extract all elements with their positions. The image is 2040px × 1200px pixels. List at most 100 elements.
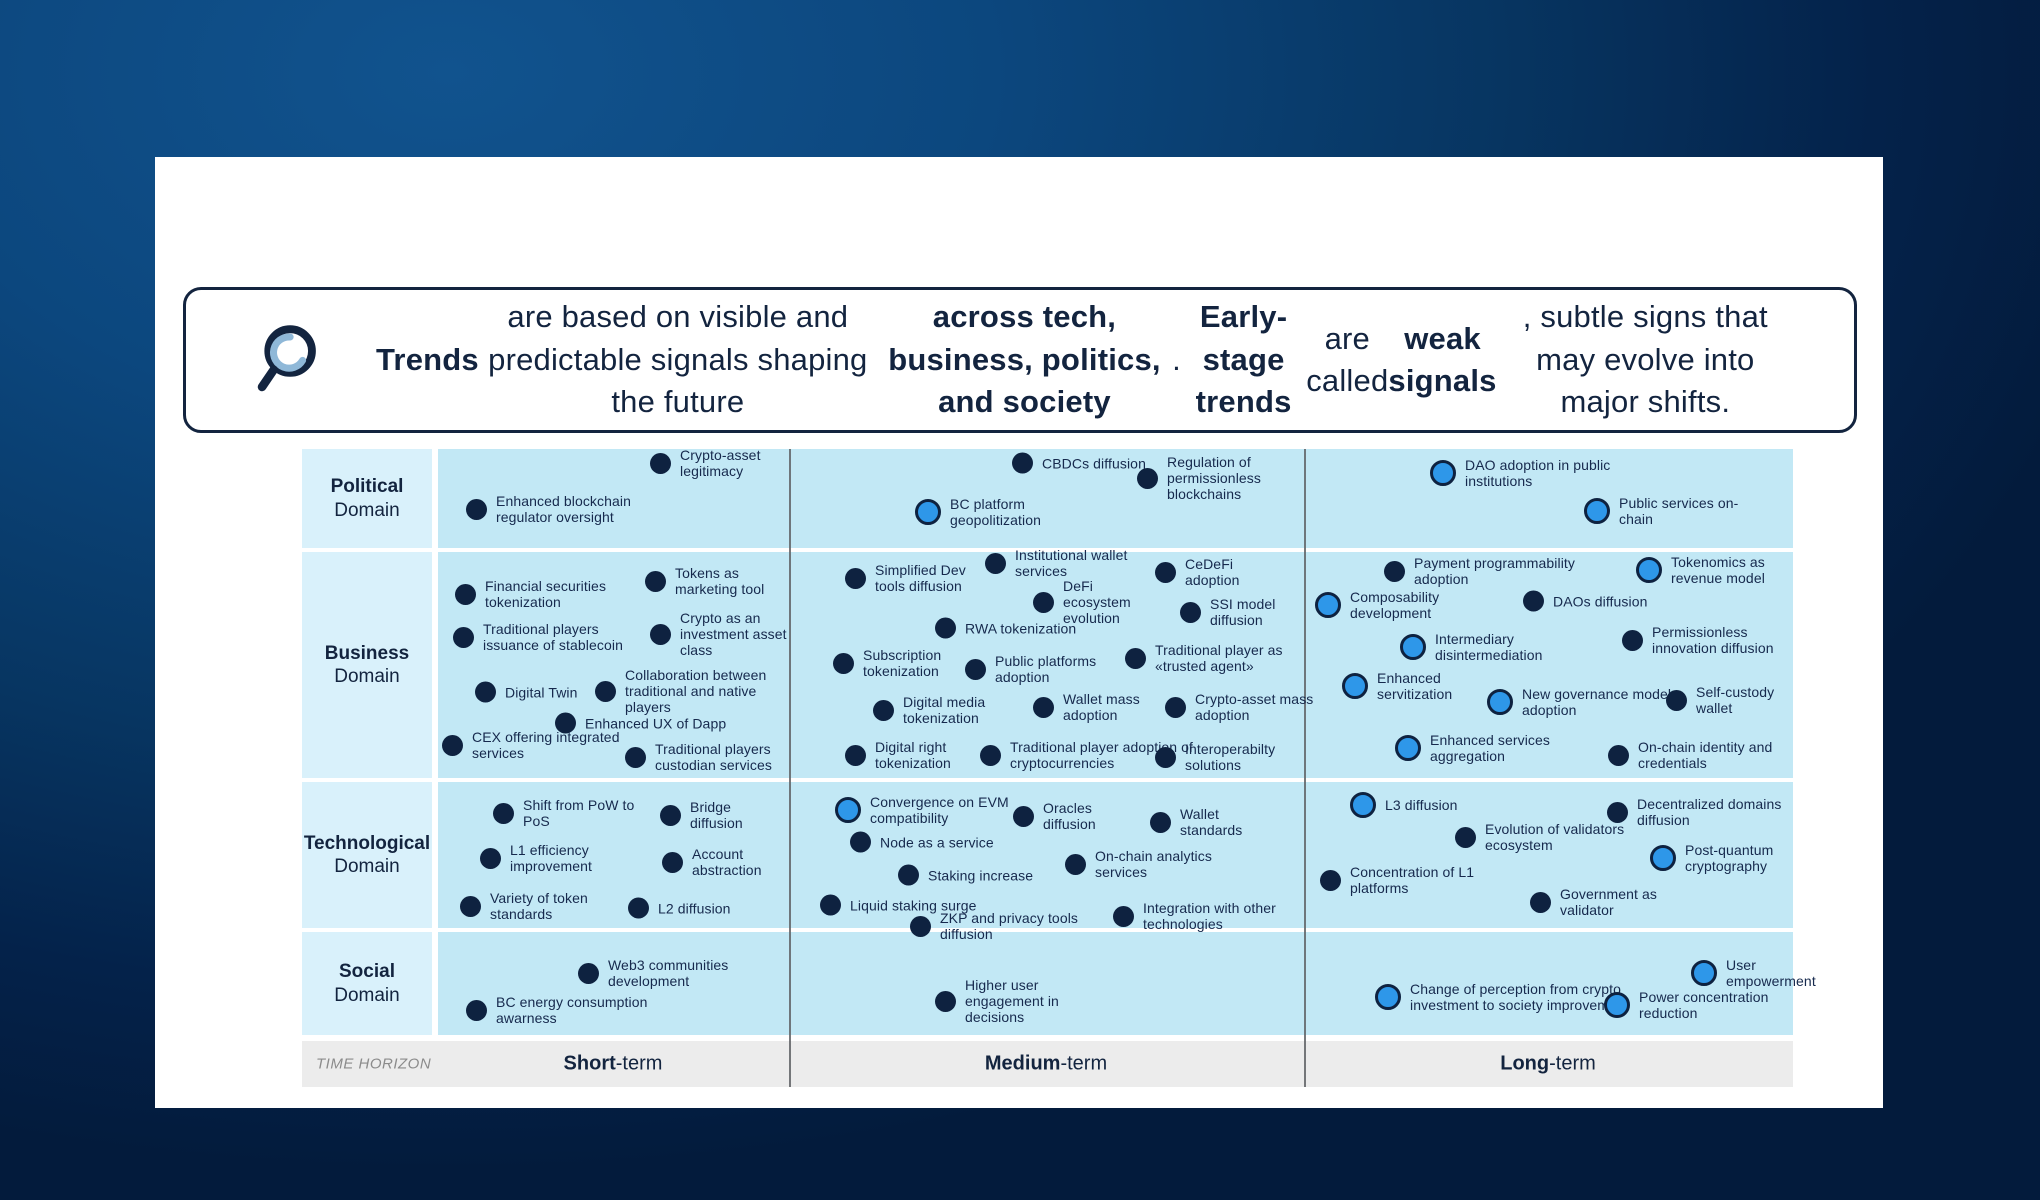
- trend-item: Financial securities tokenization: [455, 578, 635, 610]
- trend-dot: [1150, 811, 1171, 833]
- trend-item: Traditional player as «trusted agent»: [1125, 642, 1330, 674]
- trend-dot: [1155, 746, 1176, 768]
- weak-signal-item: Convergence on EVM compatibility: [835, 794, 1035, 826]
- item-label: Public services on-chain: [1619, 495, 1739, 527]
- item-label: Self-custody wallet: [1696, 684, 1775, 716]
- trend-item: CBDCs diffusion: [1012, 452, 1146, 474]
- trend-item: DeFi ecosystem evolution: [1033, 578, 1163, 626]
- trend-dot: [985, 552, 1006, 574]
- trend-item: Traditional players issuance of stableco…: [453, 621, 653, 653]
- column-divider-1: [789, 449, 791, 1087]
- item-label: Financial securities tokenization: [485, 578, 607, 610]
- trend-item: Institutional wallet services: [985, 547, 1160, 579]
- item-label: ZKP and privacy tools diffusion: [940, 910, 1079, 942]
- time-horizon-row: TIME HORIZON Short-term Medium-term Long-te…: [302, 1041, 1793, 1087]
- trend-dot: [650, 452, 671, 474]
- weak-signal-dot: [1487, 689, 1513, 715]
- weak-signal-item: L3 diffusion: [1350, 792, 1458, 818]
- weak-signal-dot: [1400, 634, 1426, 660]
- trend-item: On-chain identity and credentials: [1608, 739, 1793, 771]
- trend-dot: [475, 681, 496, 703]
- weak-signal-dot: [1691, 960, 1717, 986]
- trend-item: Traditional players custodian services: [625, 741, 815, 773]
- trend-dot: [935, 617, 956, 639]
- item-label: Oracles diffusion: [1043, 800, 1096, 832]
- trend-item: Enhanced UX of Dapp: [555, 712, 726, 734]
- definition-callout: Trends are based on visible and predicta…: [183, 287, 1857, 433]
- trend-item: Permissionless innovation diffusion: [1622, 624, 1793, 656]
- trend-dot: [660, 804, 681, 826]
- item-label: Public platforms adoption: [995, 653, 1097, 685]
- weak-signal-dot: [1350, 792, 1376, 818]
- trend-dot: [466, 999, 487, 1021]
- trend-dot: [910, 915, 931, 937]
- trend-item: Bridge diffusion: [660, 799, 775, 831]
- item-label: Decentralized domains diffusion: [1637, 796, 1782, 828]
- item-label: CEX offering integrated services: [472, 729, 620, 761]
- term-short: Short-term: [563, 1052, 663, 1075]
- item-label: SSI model diffusion: [1210, 596, 1276, 628]
- item-label: Composability development: [1350, 589, 1440, 621]
- trend-item: DAOs diffusion: [1523, 590, 1648, 612]
- weak-signal-dot: [1650, 845, 1676, 871]
- trend-item: Interoperabilty solutions: [1155, 741, 1310, 773]
- item-label: Enhanced servitization: [1377, 670, 1453, 702]
- trend-dot: [965, 658, 986, 680]
- trend-item: Concentration of L1 platforms: [1320, 864, 1505, 896]
- weak-signal-item: Post-quantum cryptography: [1650, 842, 1793, 874]
- item-label: Power concentration reduction: [1639, 989, 1769, 1021]
- trend-dot: [595, 680, 616, 702]
- trend-dot: [850, 831, 871, 853]
- trend-item: Public platforms adoption: [965, 653, 1130, 685]
- item-label: Staking increase: [928, 867, 1034, 883]
- weak-signal-dot: [1604, 992, 1630, 1018]
- trend-dot: [1607, 801, 1628, 823]
- trend-dot: [873, 699, 894, 721]
- magnifier-icon: [248, 314, 326, 406]
- trend-dot: [1666, 689, 1687, 711]
- trend-item: L1 efficiency improvement: [480, 842, 630, 874]
- item-label: Regulation of permissionless blockchains: [1167, 454, 1261, 502]
- trend-item: Simplified Dev tools diffusion: [845, 562, 995, 594]
- item-label: Traditional player adoption of cryptocur…: [1010, 739, 1194, 771]
- item-label: RWA tokenization: [965, 620, 1077, 636]
- trend-dot: [1155, 561, 1176, 583]
- item-label: Digital media tokenization: [903, 694, 986, 726]
- item-label: L3 diffusion: [1385, 797, 1458, 813]
- trend-item: CeDeFi adoption: [1155, 556, 1275, 588]
- item-label: Bridge diffusion: [690, 799, 743, 831]
- item-label: Enhanced blockchain regulator oversight: [496, 493, 631, 525]
- trend-dot: [442, 734, 463, 756]
- trend-item: Oracles diffusion: [1013, 800, 1128, 832]
- weak-signal-dot: [835, 797, 861, 823]
- trend-dot: [1113, 905, 1134, 927]
- trend-item: Variety of token standards: [460, 890, 625, 922]
- item-label: L1 efficiency improvement: [510, 842, 593, 874]
- item-label: DAO adoption in public institutions: [1465, 457, 1611, 489]
- weak-signal-dot: [1430, 460, 1456, 486]
- item-label: Wallet standards: [1180, 806, 1243, 838]
- trend-dot: [980, 744, 1001, 766]
- item-label: Intermediary disintermediation: [1435, 631, 1543, 663]
- item-label: CBDCs diffusion: [1042, 455, 1146, 471]
- trend-dot: [555, 712, 576, 734]
- trend-item: Crypto-asset legitimacy: [650, 447, 790, 479]
- item-label: L2 diffusion: [658, 900, 731, 916]
- time-horizon-label: TIME HORIZON: [316, 1055, 432, 1073]
- item-label: Traditional players custodian services: [655, 741, 772, 773]
- domain-label-technological: Technological Domain: [302, 782, 432, 928]
- callout-text: Trends are based on visible and predicta…: [376, 299, 1768, 420]
- weak-signal-item: Intermediary disintermediation: [1400, 631, 1580, 663]
- trend-item: Integration with other technologies: [1113, 900, 1308, 932]
- item-label: Permissionless innovation diffusion: [1652, 624, 1774, 656]
- trend-item: SSI model diffusion: [1180, 596, 1300, 628]
- trend-item: Account abstraction: [662, 846, 802, 878]
- weak-signal-dot: [1375, 984, 1401, 1010]
- item-label: Crypto-asset mass adoption: [1195, 691, 1314, 723]
- trend-dot: [480, 847, 501, 869]
- trend-dot: [466, 498, 487, 520]
- trend-dot: [625, 746, 646, 768]
- trend-item: L2 diffusion: [628, 897, 731, 919]
- trend-item: Payment programmability adoption: [1384, 555, 1624, 587]
- item-label: Traditional players issuance of stableco…: [483, 621, 623, 653]
